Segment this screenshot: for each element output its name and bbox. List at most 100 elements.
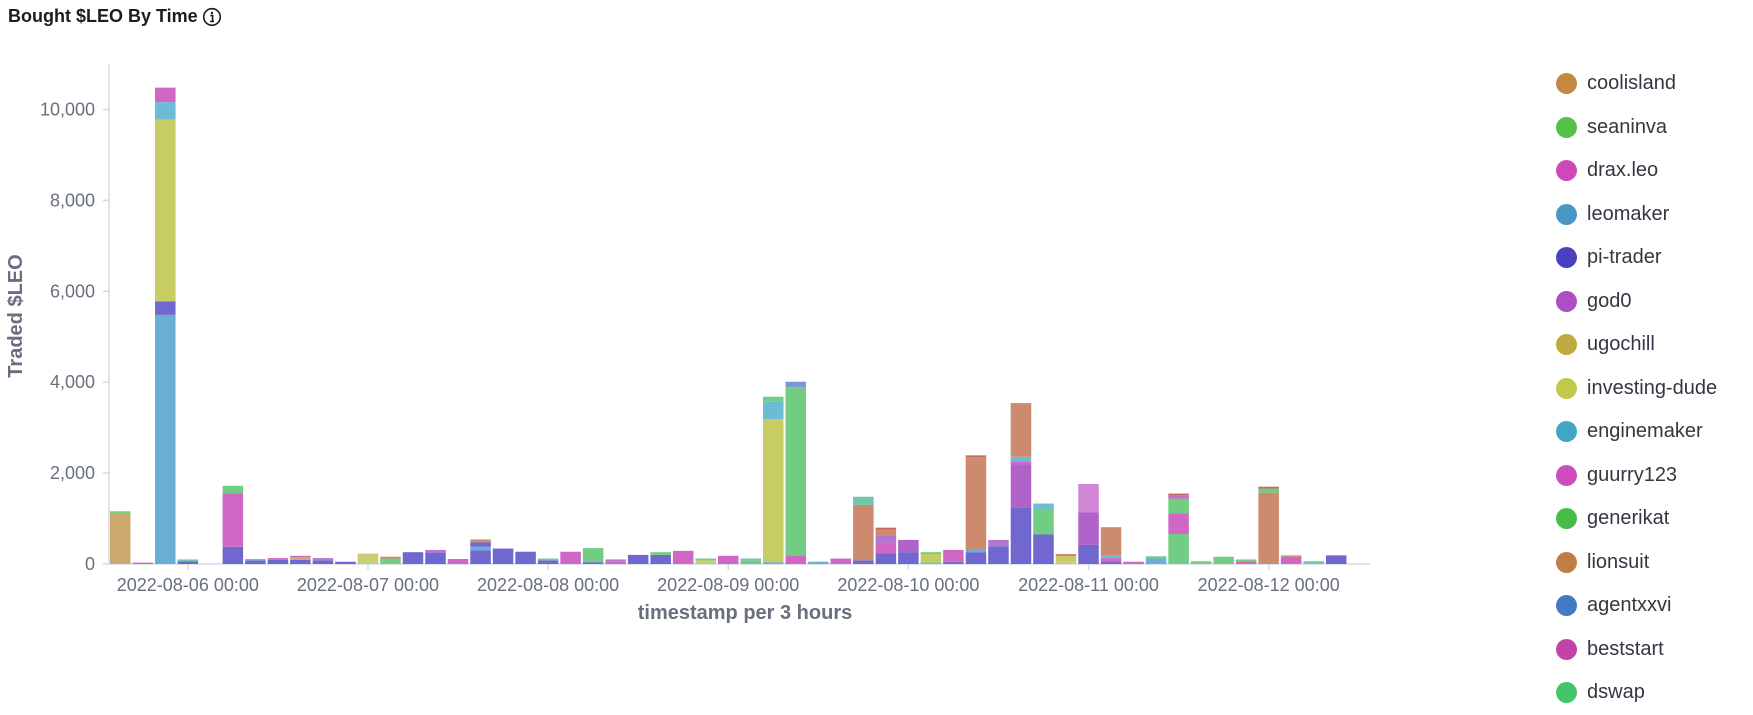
bar-segment[interactable] [1100,558,1122,562]
bar-segment[interactable] [312,558,334,561]
bar-segment[interactable] [1325,555,1347,564]
bar-segment[interactable] [222,546,244,564]
bar-segment[interactable] [853,496,874,505]
bar-segment[interactable] [988,539,1009,547]
bar-segment[interactable] [290,557,311,560]
bar-segment[interactable] [627,554,649,564]
bar-segment[interactable] [1078,544,1099,564]
legend-item[interactable]: dswap [1556,671,1717,715]
bar-segment[interactable] [1010,403,1032,457]
bar-segment[interactable] [875,553,897,564]
bar-segment[interactable] [875,543,897,554]
bar-segment[interactable] [853,504,874,561]
legend-item[interactable]: beststart [1556,628,1717,672]
bar-segment[interactable] [875,535,897,544]
bar-segment[interactable] [357,553,379,564]
bar-segment[interactable] [132,562,154,564]
legend-item[interactable]: seaninva [1556,106,1717,150]
bar-segment[interactable] [582,548,604,563]
bar-segment[interactable] [695,560,716,564]
bar-segment[interactable] [492,548,514,564]
bar-segment[interactable] [1010,464,1032,508]
bar-segment[interactable] [785,387,807,556]
bar-segment[interactable] [740,558,762,561]
bar-segment[interactable] [425,552,446,564]
legend-item[interactable]: investing-dude [1556,367,1717,411]
bar-segment[interactable] [267,559,289,564]
bar-segment[interactable] [1100,555,1122,559]
legend-item[interactable]: generikat [1556,497,1717,541]
bar-segment[interactable] [290,555,311,558]
bar-segment[interactable] [1190,561,1212,564]
bar-segment[interactable] [1258,488,1279,493]
bar-segment[interactable] [1033,509,1054,535]
bar-segment[interactable] [920,562,942,564]
bar-segment[interactable] [763,419,784,563]
bar-segment[interactable] [1258,492,1279,564]
bar-segment[interactable] [380,556,401,559]
bar-segment[interactable] [1055,556,1077,563]
bar-segment[interactable] [1010,456,1032,462]
bar-segment[interactable] [763,562,784,564]
bar-segment[interactable] [875,529,897,536]
bar-segment[interactable] [155,87,176,103]
bar-segment[interactable] [965,457,987,550]
bar-segment[interactable] [155,119,176,302]
bar-segment[interactable] [537,560,559,564]
bar-segment[interactable] [763,396,784,402]
bar-segment[interactable] [1145,556,1167,559]
bar-segment[interactable] [1145,559,1167,564]
legend-item[interactable]: guurry123 [1556,454,1717,498]
bar-segment[interactable] [177,559,199,562]
legend-item[interactable]: pi-trader [1556,236,1717,280]
bar-segment[interactable] [672,550,694,564]
bar-segment[interactable] [380,558,401,564]
bar-segment[interactable] [177,561,199,564]
bar-segment[interactable] [222,493,244,547]
bar-segment[interactable] [1078,484,1099,513]
bar-segment[interactable] [312,560,334,564]
bar-segment[interactable] [447,559,469,564]
bar-segment[interactable] [808,561,829,564]
bar-segment[interactable] [1100,527,1122,556]
bar-segment[interactable] [335,561,356,564]
info-icon[interactable] [202,7,222,27]
bar-segment[interactable] [943,561,964,564]
bar-segment[interactable] [717,555,739,564]
bar-segment[interactable] [1033,534,1054,564]
bar-segment[interactable] [1168,493,1189,496]
bar-segment[interactable] [470,542,491,547]
bar-segment[interactable] [1010,507,1032,564]
bar-segment[interactable] [1280,555,1302,557]
bar-segment[interactable] [1100,561,1122,564]
bar-segment[interactable] [155,102,176,120]
legend-item[interactable]: leomaker [1556,193,1717,237]
legend-item[interactable]: coolisland [1556,62,1717,106]
bar-segment[interactable] [155,314,176,564]
bar-segment[interactable] [695,558,716,561]
bar-segment[interactable] [290,559,311,564]
bar-segment[interactable] [1235,561,1257,564]
bar-segment[interactable] [1168,498,1189,514]
bar-segment[interactable] [1303,561,1324,564]
bar-segment[interactable] [650,554,671,564]
bar-segment[interactable] [1213,556,1234,564]
bar-segment[interactable] [402,552,424,564]
legend-item[interactable]: god0 [1556,280,1717,324]
bar-segment[interactable] [605,561,626,564]
bar-segment[interactable] [1258,486,1279,489]
bar-segment[interactable] [110,511,131,514]
legend-item[interactable]: drax.leo [1556,149,1717,193]
bar-segment[interactable] [267,558,289,560]
bar-segment[interactable] [853,560,874,564]
bar-segment[interactable] [1078,512,1099,545]
bar-segment[interactable] [425,549,446,553]
bar-segment[interactable] [470,539,491,543]
bar-segment[interactable] [245,560,266,564]
bar-segment[interactable] [785,555,807,564]
bar-segment[interactable] [988,546,1009,564]
bar-segment[interactable] [1235,559,1257,562]
bar-segment[interactable] [830,558,852,564]
bar-segment[interactable] [785,381,807,388]
bar-segment[interactable] [965,549,987,553]
